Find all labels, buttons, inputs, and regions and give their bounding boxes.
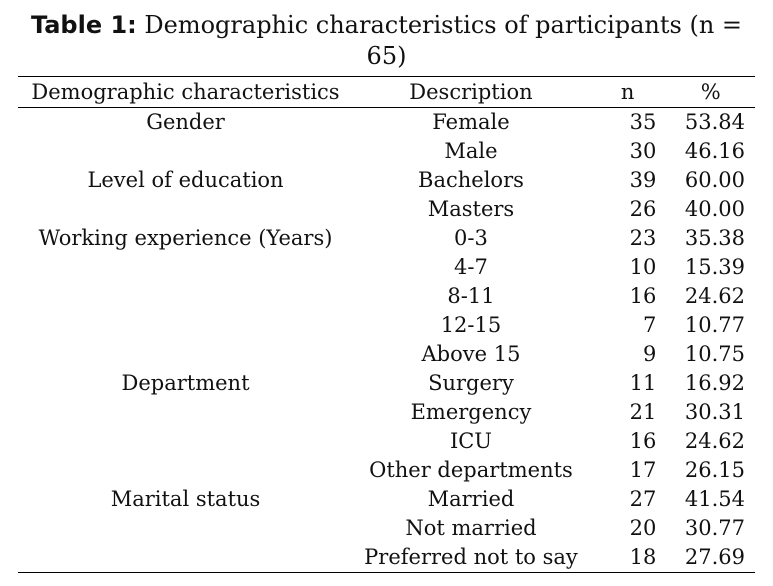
- cell-description: Emergency: [410, 400, 532, 424]
- table-row: Department Surgery 11 16.92: [18, 369, 755, 398]
- cell-characteristic: [18, 282, 353, 311]
- table-row: Emergency 21 30.31: [18, 398, 755, 427]
- cell-description: Female: [432, 110, 510, 134]
- cell-characteristic: Gender: [146, 110, 225, 134]
- cell-description: Male: [444, 139, 498, 163]
- cell-description: Preferred not to say: [364, 545, 578, 569]
- cell-n: 27: [629, 487, 657, 511]
- cell-n: 30: [629, 139, 657, 163]
- cell-n: 16: [629, 429, 657, 453]
- cell-percent: 40.00: [684, 197, 745, 221]
- table-row: ICU 16 24.62: [18, 427, 755, 456]
- cell-characteristic: [18, 456, 353, 485]
- cell-n: 18: [629, 545, 657, 569]
- cell-n: 39: [629, 168, 657, 192]
- cell-characteristic: Level of education: [87, 168, 284, 192]
- cell-n: 26: [629, 197, 657, 221]
- table-row: Marital status Married 27 41.54: [18, 485, 755, 514]
- cell-percent: 26.15: [684, 458, 745, 482]
- cell-n: 9: [643, 342, 657, 366]
- cell-percent: 41.54: [684, 487, 745, 511]
- header-row: Demographic characteristics Description …: [18, 76, 755, 108]
- table-row: Preferred not to say 18 27.69: [18, 543, 755, 573]
- cell-n: 16: [629, 284, 657, 308]
- cell-characteristic: [18, 398, 353, 427]
- table-row: Level of education Bachelors 39 60.00: [18, 166, 755, 195]
- demographics-table-container: Demographic characteristics Description …: [18, 76, 755, 573]
- cell-n: 7: [643, 313, 657, 337]
- cell-description: 0-3: [454, 226, 488, 250]
- cell-description: Above 15: [421, 342, 521, 366]
- table-row: 4-7 10 15.39: [18, 253, 755, 282]
- cell-description: Not married: [405, 516, 537, 540]
- cell-percent: 46.16: [684, 139, 745, 163]
- header-description: Description: [409, 80, 533, 104]
- cell-n: 10: [629, 255, 657, 279]
- cell-characteristic: [18, 340, 353, 369]
- cell-percent: 27.69: [684, 545, 745, 569]
- cell-characteristic: [18, 311, 353, 340]
- table-caption-text: Demographic characteristics of participa…: [136, 11, 743, 70]
- cell-percent: 30.31: [684, 400, 745, 424]
- cell-characteristic: [18, 137, 353, 166]
- cell-percent: 10.77: [684, 313, 745, 337]
- cell-n: 20: [629, 516, 657, 540]
- cell-characteristic: [18, 543, 353, 573]
- cell-percent: 15.39: [684, 255, 745, 279]
- cell-characteristic: Working experience (Years): [38, 226, 333, 250]
- header-characteristic: Demographic characteristics: [31, 80, 340, 104]
- cell-percent: 53.84: [684, 110, 745, 134]
- cell-characteristic: [18, 514, 353, 543]
- demographics-table: Demographic characteristics Description …: [18, 76, 755, 573]
- cell-percent: 24.62: [684, 429, 745, 453]
- table-row: Other departments 17 26.15: [18, 456, 755, 485]
- table-row: Above 15 9 10.75: [18, 340, 755, 369]
- cell-characteristic: Marital status: [110, 487, 261, 511]
- cell-description: Surgery: [428, 371, 514, 395]
- cell-characteristic: Department: [121, 371, 250, 395]
- cell-percent: 24.62: [684, 284, 745, 308]
- cell-description: Masters: [427, 197, 515, 221]
- cell-n: 17: [629, 458, 657, 482]
- cell-n: 23: [629, 226, 657, 250]
- table-row: Gender Female 35 53.84: [18, 108, 755, 138]
- cell-description: 8-11: [447, 284, 495, 308]
- cell-n: 11: [629, 371, 657, 395]
- table-caption: Table 1: Demographic characteristics of …: [18, 10, 755, 72]
- table-row: 8-11 16 24.62: [18, 282, 755, 311]
- cell-description: Bachelors: [418, 168, 524, 192]
- table-caption-label: Table 1:: [30, 11, 137, 39]
- cell-description: 12-15: [440, 313, 502, 337]
- cell-characteristic: [18, 195, 353, 224]
- header-percent: %: [700, 80, 721, 104]
- table-row: 12-15 7 10.77: [18, 311, 755, 340]
- table-row: Not married 20 30.77: [18, 514, 755, 543]
- cell-percent: 60.00: [684, 168, 745, 192]
- cell-percent: 30.77: [684, 516, 745, 540]
- cell-characteristic: [18, 253, 353, 282]
- cell-characteristic: [18, 427, 353, 456]
- header-n: n: [620, 80, 635, 104]
- table-body: Gender Female 35 53.84 Male 30 46.16 Level of e…: [18, 108, 755, 573]
- table-row: Working experience (Years) 0-3 23 35.38: [18, 224, 755, 253]
- cell-description: Married: [427, 487, 515, 511]
- cell-percent: 10.75: [684, 342, 745, 366]
- table-row: Male 30 46.16: [18, 137, 755, 166]
- cell-percent: 16.92: [684, 371, 745, 395]
- cell-n: 21: [629, 400, 657, 424]
- cell-description: 4-7: [454, 255, 488, 279]
- cell-percent: 35.38: [684, 226, 745, 250]
- table-row: Masters 26 40.00: [18, 195, 755, 224]
- cell-description: Other departments: [369, 458, 573, 482]
- cell-n: 35: [629, 110, 657, 134]
- cell-description: ICU: [449, 429, 492, 453]
- table-header: Demographic characteristics Description …: [18, 76, 755, 108]
